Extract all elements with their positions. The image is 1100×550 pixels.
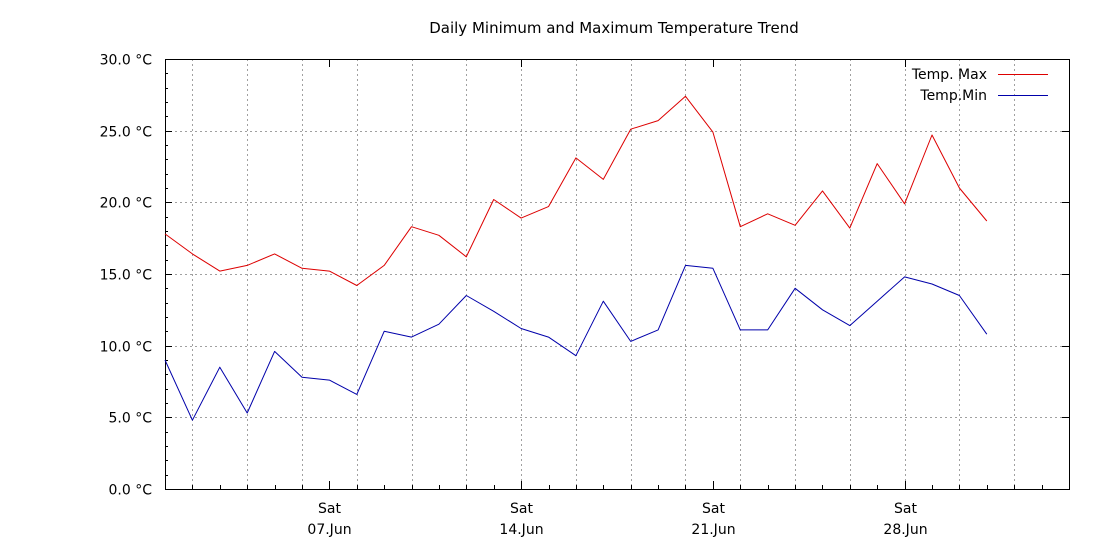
series-line-temp-max <box>164 95 988 286</box>
y-tick-label: 5.0 °C <box>109 411 153 427</box>
x-tick-label-weekday: Sat <box>702 501 725 517</box>
x-tick-label-date: 07.Jun <box>307 522 351 538</box>
y-tick-label: 30.0 °C <box>100 53 153 69</box>
axis-ticks: 0.0 °C 5.0 °C 10.0 °C 15.0 °C 20.0 °C 25.0 °C… <box>100 53 1069 538</box>
y-tick-label: 25.0 °C <box>100 125 153 141</box>
y-tick-label: 0.0 °C <box>109 483 153 499</box>
series-line-temp-min <box>164 264 988 421</box>
x-tick-label-weekday: Sat <box>510 501 533 517</box>
x-tick-label-date: 14.Jun <box>499 522 543 538</box>
legend-label: Temp.Min <box>919 88 987 104</box>
series <box>164 95 988 421</box>
y-tick-label: 10.0 °C <box>100 340 153 356</box>
y-tick-label: 15.0 °C <box>100 268 153 284</box>
y-tick-label: 20.0 °C <box>100 196 153 212</box>
chart-title: Daily Minimum and Maximum Temperature Tr… <box>429 19 799 37</box>
x-tick-label-date: 21.Jun <box>691 522 735 538</box>
grid <box>165 59 1069 489</box>
legend-label: Temp. Max <box>911 67 987 83</box>
x-tick-label-weekday: Sat <box>318 501 341 517</box>
x-tick-label-weekday: Sat <box>894 501 917 517</box>
legend: Temp. Max Temp.Min <box>911 67 1048 104</box>
x-tick-label-date: 28.Jun <box>883 522 927 538</box>
